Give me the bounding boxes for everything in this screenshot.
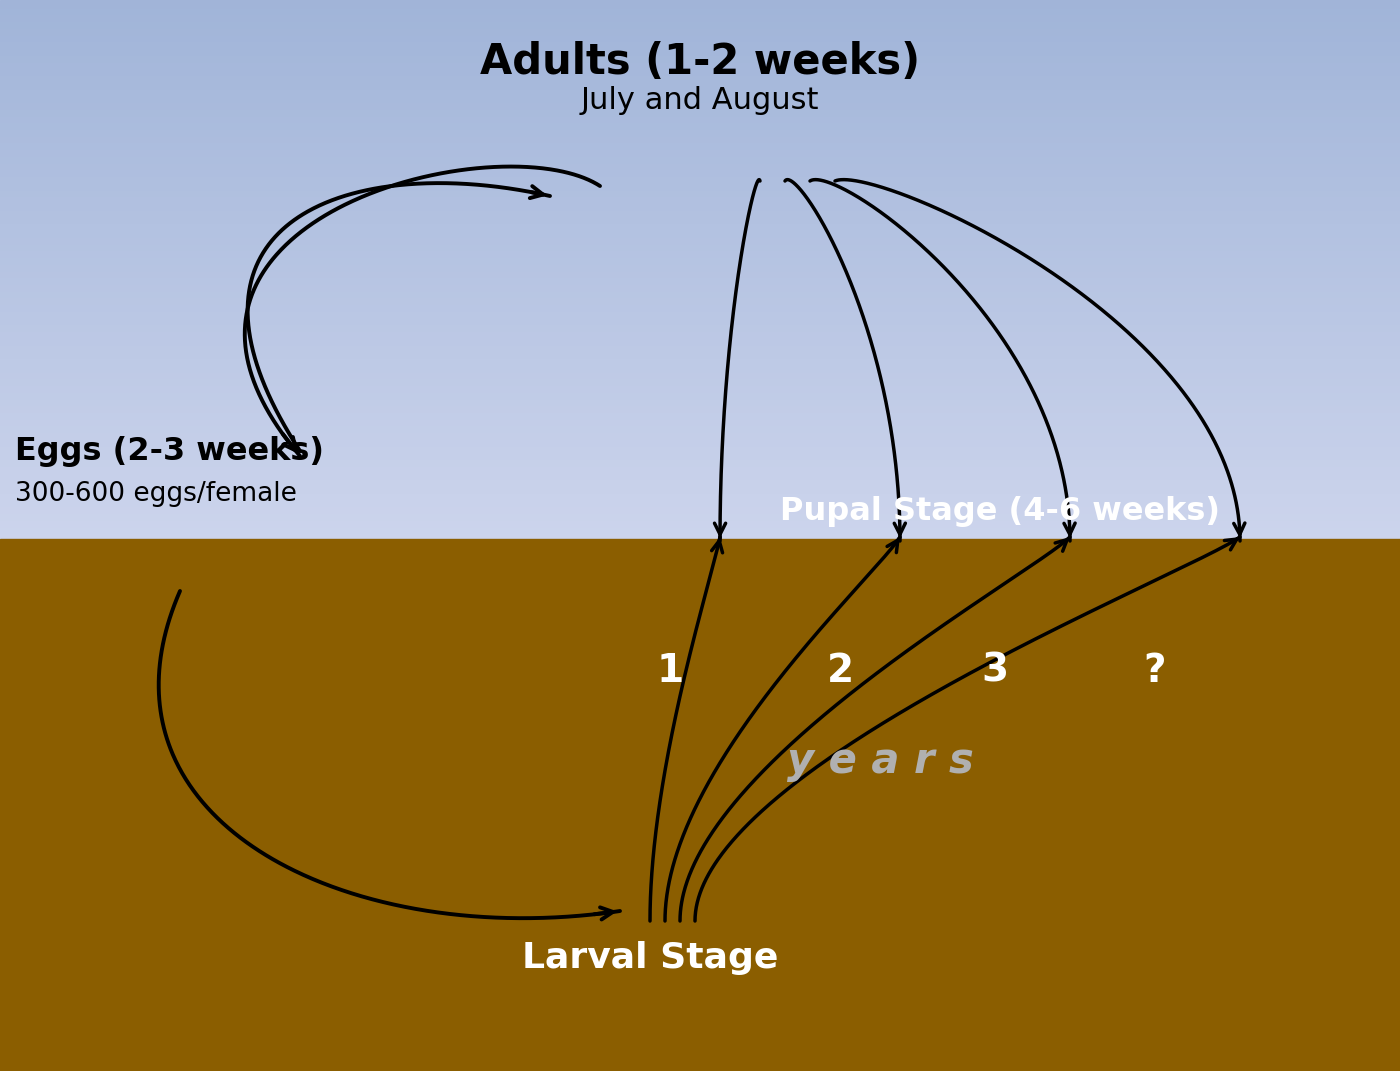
Text: 300-600 eggs/female: 300-600 eggs/female — [15, 481, 297, 507]
Bar — [0, 129, 1400, 135]
Bar — [0, 242, 1400, 250]
Bar — [0, 27, 1400, 33]
Bar — [0, 485, 1400, 492]
Bar — [0, 438, 1400, 444]
Bar — [0, 47, 1400, 54]
Bar — [0, 499, 1400, 506]
Text: Pupal Stage (4-6 weeks): Pupal Stage (4-6 weeks) — [780, 496, 1219, 527]
Bar — [0, 195, 1400, 202]
Bar — [0, 276, 1400, 283]
Bar — [0, 108, 1400, 115]
Text: 2: 2 — [826, 652, 854, 690]
Text: y e a r s: y e a r s — [787, 740, 973, 782]
Bar — [0, 518, 1400, 526]
Bar — [0, 364, 1400, 371]
Bar — [0, 33, 1400, 41]
Bar — [0, 141, 1400, 148]
Bar — [0, 74, 1400, 80]
Bar — [0, 148, 1400, 155]
Bar — [0, 94, 1400, 101]
Text: ?: ? — [1144, 652, 1166, 690]
Bar — [0, 424, 1400, 432]
Bar — [0, 384, 1400, 391]
Bar — [0, 371, 1400, 377]
Bar — [0, 506, 1400, 512]
Bar — [0, 471, 1400, 479]
Bar — [0, 67, 1400, 74]
Bar — [0, 14, 1400, 20]
Text: Larval Stage: Larval Stage — [522, 941, 778, 975]
Bar — [0, 337, 1400, 344]
Bar — [0, 532, 1400, 539]
Bar — [0, 223, 1400, 229]
Bar — [0, 162, 1400, 168]
Bar — [0, 458, 1400, 465]
Bar — [0, 317, 1400, 323]
Bar — [0, 202, 1400, 209]
Bar — [0, 377, 1400, 384]
Text: July and August: July and August — [581, 86, 819, 115]
Bar — [0, 397, 1400, 404]
Text: 3: 3 — [981, 652, 1008, 690]
Bar — [0, 492, 1400, 499]
Bar — [0, 444, 1400, 451]
Bar — [0, 215, 1400, 223]
Bar — [0, 209, 1400, 215]
Bar — [0, 303, 1400, 310]
Bar — [0, 432, 1400, 438]
Bar — [0, 262, 1400, 270]
Bar — [0, 168, 1400, 176]
Text: 1: 1 — [657, 652, 683, 690]
Bar — [0, 61, 1400, 67]
Bar — [0, 344, 1400, 350]
Bar — [0, 155, 1400, 162]
Bar — [0, 188, 1400, 195]
Bar — [0, 526, 1400, 532]
Bar — [0, 101, 1400, 108]
Bar — [0, 115, 1400, 121]
Bar — [0, 236, 1400, 242]
Bar — [0, 539, 1400, 1071]
Bar — [0, 290, 1400, 297]
Text: Adults (1-2 weeks): Adults (1-2 weeks) — [480, 41, 920, 82]
Bar — [0, 54, 1400, 61]
Bar — [0, 182, 1400, 188]
Text: Eggs (2-3 weeks): Eggs (2-3 weeks) — [15, 436, 323, 467]
Bar — [0, 283, 1400, 290]
Bar — [0, 323, 1400, 330]
Bar — [0, 80, 1400, 88]
Bar — [0, 0, 1400, 6]
Bar — [0, 41, 1400, 47]
Bar — [0, 357, 1400, 364]
Bar — [0, 404, 1400, 411]
Bar — [0, 256, 1400, 262]
Bar — [0, 250, 1400, 256]
Bar — [0, 350, 1400, 357]
Bar — [0, 411, 1400, 418]
Bar — [0, 465, 1400, 471]
Bar — [0, 176, 1400, 182]
Bar — [0, 512, 1400, 518]
Bar — [0, 270, 1400, 276]
Bar — [0, 451, 1400, 458]
Bar — [0, 6, 1400, 14]
Bar — [0, 88, 1400, 94]
Bar — [0, 330, 1400, 337]
Bar — [0, 418, 1400, 424]
Bar — [0, 391, 1400, 397]
Bar — [0, 20, 1400, 27]
Bar — [0, 229, 1400, 236]
Bar — [0, 479, 1400, 485]
Bar — [0, 135, 1400, 141]
Bar — [0, 297, 1400, 303]
Bar — [0, 121, 1400, 129]
Bar — [0, 310, 1400, 317]
